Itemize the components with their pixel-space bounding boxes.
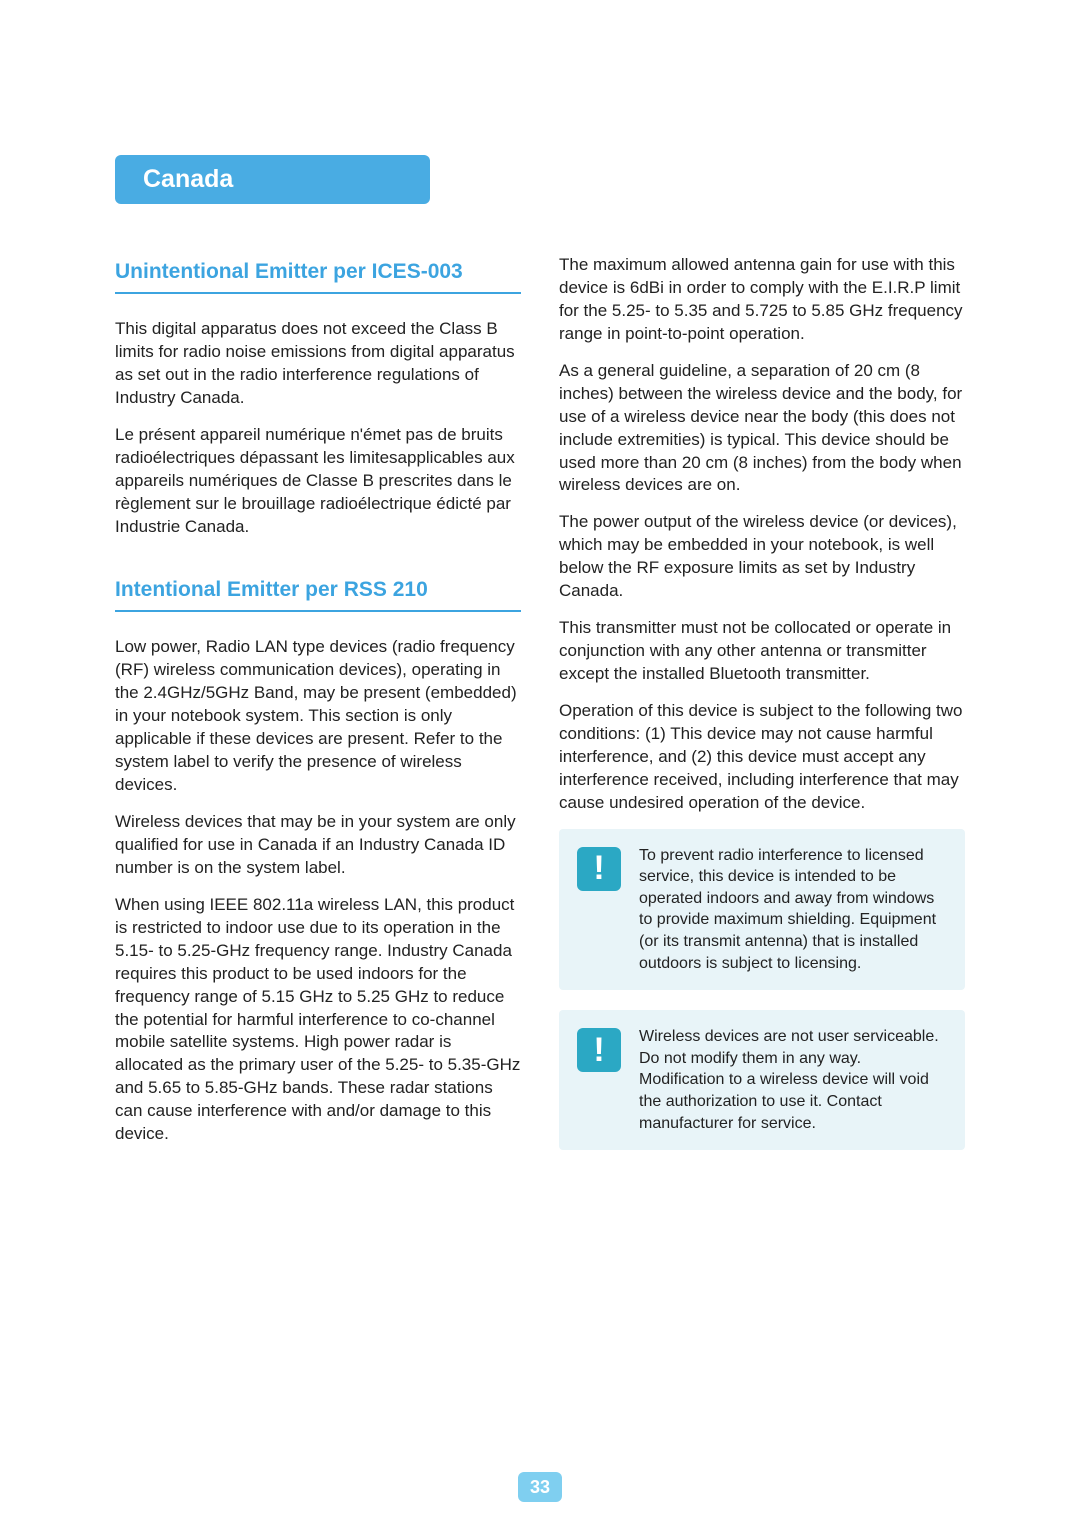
note-box: ! Wireless devices are not user servicea… [559, 1010, 965, 1150]
body-text: This digital apparatus does not exceed t… [115, 318, 521, 410]
body-text: Wireless devices that may be in your sys… [115, 811, 521, 880]
body-text: When using IEEE 802.11a wireless LAN, th… [115, 894, 521, 1146]
region-header: Canada [115, 155, 430, 204]
note-box: ! To prevent radio interference to licen… [559, 829, 965, 991]
content-columns: Unintentional Emitter per ICES-003 This … [115, 254, 965, 1170]
body-text: The power output of the wireless device … [559, 511, 965, 603]
body-text: Low power, Radio LAN type devices (radio… [115, 636, 521, 797]
note-text: To prevent radio interference to license… [639, 845, 947, 975]
right-column: The maximum allowed antenna gain for use… [559, 254, 965, 1170]
section-title-ices003: Unintentional Emitter per ICES-003 [115, 260, 521, 294]
page-number: 33 [518, 1472, 562, 1502]
warning-icon: ! [577, 1028, 621, 1072]
body-text: This transmitter must not be collocated … [559, 617, 965, 686]
note-text: Wireless devices are not user serviceabl… [639, 1026, 947, 1134]
section-title-rss210: Intentional Emitter per RSS 210 [115, 578, 521, 612]
body-text: Operation of this device is subject to t… [559, 700, 965, 815]
body-text: Le présent appareil numérique n'émet pas… [115, 424, 521, 539]
left-column: Unintentional Emitter per ICES-003 This … [115, 254, 521, 1170]
warning-icon: ! [577, 847, 621, 891]
body-text: As a general guideline, a separation of … [559, 360, 965, 498]
body-text: The maximum allowed antenna gain for use… [559, 254, 965, 346]
